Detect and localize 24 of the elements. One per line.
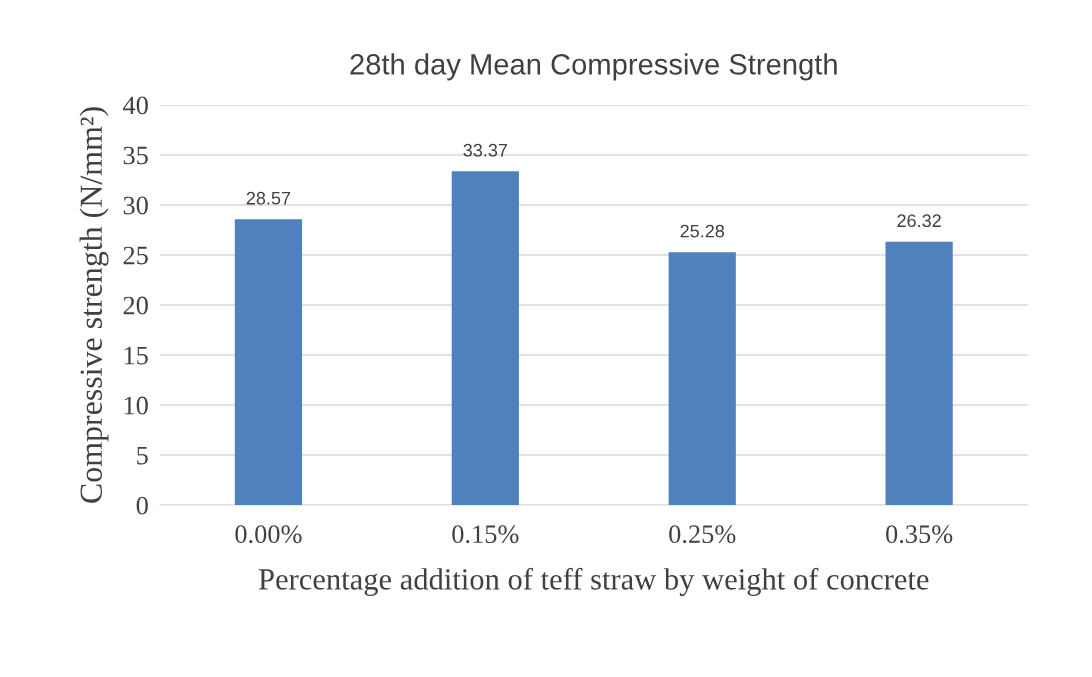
y-tick-label: 30 <box>123 196 148 215</box>
bar <box>451 171 519 506</box>
y-axis-title: Compressive strength (N/mm²) <box>79 107 109 503</box>
data-label: 28.57 <box>246 191 291 205</box>
data-label: 25.28 <box>680 224 725 238</box>
y-tick-label: 5 <box>137 446 148 465</box>
data-label: 33.37 <box>463 143 508 157</box>
x-tick-label: 0.25% <box>669 525 736 544</box>
x-axis-title: Percentage addition of teff straw by weight of concrete <box>258 567 929 596</box>
x-tick-label: 0.00% <box>235 525 302 544</box>
data-label: 26.32 <box>897 214 941 228</box>
chart-title: 28th day Mean Compressive Strength <box>350 53 837 81</box>
bar <box>668 252 736 506</box>
bar <box>885 241 953 506</box>
y-tick-label: 25 <box>123 246 148 265</box>
bar <box>234 219 303 506</box>
y-tick-label: 10 <box>124 396 148 415</box>
x-tick-label: 0.15% <box>452 525 519 544</box>
y-tick-label: 35 <box>123 146 148 165</box>
x-tick-label: 0.35% <box>886 525 953 544</box>
y-tick-label: 0 <box>136 496 148 515</box>
y-tick-label: 20 <box>123 296 148 315</box>
y-tick-label: 15 <box>124 346 148 365</box>
y-tick-label: 40 <box>122 96 148 115</box>
